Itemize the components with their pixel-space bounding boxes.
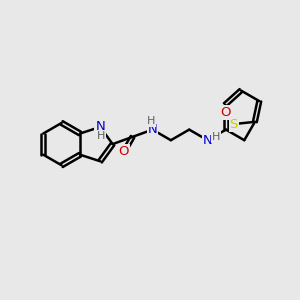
Text: N: N	[203, 134, 212, 147]
Text: H: H	[147, 116, 155, 126]
Text: N: N	[95, 121, 105, 134]
Text: N: N	[148, 123, 158, 136]
Text: H: H	[97, 131, 105, 141]
Text: O: O	[118, 146, 129, 158]
Text: H: H	[212, 132, 220, 142]
Text: S: S	[230, 118, 238, 130]
Text: O: O	[221, 106, 231, 119]
